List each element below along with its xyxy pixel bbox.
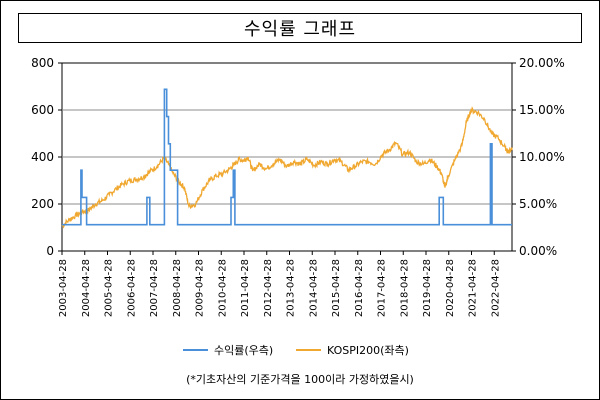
x-tick-label: 2006-04-28 bbox=[126, 259, 137, 317]
x-tick-label: 2019-04-28 bbox=[422, 259, 433, 317]
x-tick-label: 2015-04-28 bbox=[331, 259, 342, 317]
x-tick-label: 2014-04-28 bbox=[308, 259, 319, 317]
left-tick-label: 0 bbox=[46, 244, 54, 258]
x-tick-label: 2009-04-28 bbox=[195, 259, 206, 317]
legend-label-return: 수익률(우측) bbox=[214, 344, 273, 357]
x-tick-label: 2005-04-28 bbox=[104, 259, 115, 317]
right-tick-label: 5.00% bbox=[519, 197, 557, 211]
x-tick-label: 2003-04-28 bbox=[58, 259, 69, 317]
x-tick-label: 2017-04-28 bbox=[377, 259, 388, 317]
x-tick-label: 2012-04-28 bbox=[263, 259, 274, 317]
x-axis: 2003-04-28 2004-04-28 2005-04-28 2006-04-28… bbox=[58, 251, 501, 317]
x-tick-label: 2007-04-28 bbox=[149, 259, 160, 317]
series-return-line bbox=[62, 88, 512, 226]
x-tick-label: 2010-04-28 bbox=[217, 259, 228, 317]
x-tick-label: 2016-04-28 bbox=[354, 259, 365, 317]
left-tick-label: 200 bbox=[31, 197, 54, 211]
x-tick-label: 2008-04-28 bbox=[172, 259, 183, 317]
gridlines bbox=[62, 109, 512, 205]
right-tick-label: 10.00% bbox=[519, 150, 565, 164]
x-tick-label: 2004-04-28 bbox=[81, 259, 92, 317]
x-tick-label: 2021-04-28 bbox=[468, 259, 479, 317]
x-tick-label: 2018-04-28 bbox=[399, 259, 410, 317]
legend-label-kospi: KOSPI200(좌측) bbox=[327, 344, 409, 357]
footnote: (*기초자산의 기준가격을 100이라 가정하였을시) bbox=[186, 373, 414, 386]
right-tick-label: 20.00% bbox=[519, 56, 565, 70]
left-tick-label: 400 bbox=[31, 150, 54, 164]
series-kospi200-line bbox=[61, 106, 513, 229]
left-axis: 0 200 400 600 800 bbox=[31, 56, 62, 258]
left-tick-label: 600 bbox=[31, 103, 54, 117]
x-tick-label: 2022-04-28 bbox=[490, 259, 501, 317]
left-tick-label: 800 bbox=[31, 56, 54, 70]
legend: 수익률(우측) KOSPI200(좌측) bbox=[183, 344, 409, 357]
x-tick-label: 2013-04-28 bbox=[286, 259, 297, 317]
right-tick-label: 0.00% bbox=[519, 244, 557, 258]
series-group bbox=[61, 88, 513, 229]
x-tick-label: 2020-04-28 bbox=[445, 259, 456, 317]
x-tick-label: 2011-04-28 bbox=[240, 259, 251, 317]
chart-title: 수익률 그래프 bbox=[18, 13, 582, 43]
right-axis: 0.00% 5.00% 10.00% 15.00% 20.00% bbox=[512, 56, 565, 258]
right-tick-label: 15.00% bbox=[519, 103, 565, 117]
